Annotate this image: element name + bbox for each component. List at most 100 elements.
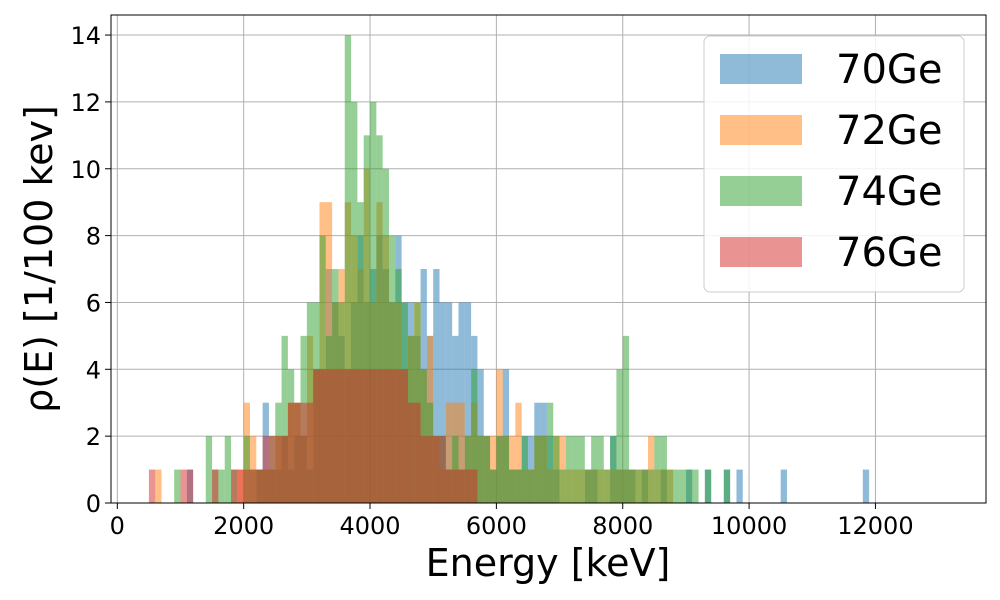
bar-74Ge-8550 (654, 436, 661, 503)
bar-74Ge-8150 (629, 469, 636, 503)
bar-74Ge-6750 (540, 436, 547, 503)
bar-74Ge-8350 (641, 469, 649, 503)
bar-76Ge-5250 (445, 469, 453, 503)
bar-76Ge-3550 (338, 369, 345, 503)
legend-swatch-70Ge (720, 54, 802, 84)
legend: 70Ge 72Ge 74Ge 76Ge (703, 35, 965, 293)
bar-74Ge-1750 (224, 436, 232, 503)
bar-76Ge-4950 (426, 436, 434, 503)
bar-74Ge-9050 (685, 469, 693, 503)
bar-74Ge-4250 (382, 168, 389, 503)
bar-74Ge-6450 (521, 436, 528, 503)
y-axis-ticks: 0 2 4 6 8 10 12 14 (70, 22, 111, 518)
x-axis-ticks: 0 2000 4000 6000 8000 10000 12000 (110, 503, 914, 540)
x-tick-label-2: 4000 (339, 512, 400, 540)
bar-76Ge-5650 (471, 469, 478, 503)
bar-74Ge-8750 (666, 469, 674, 503)
y-tick-label-7: 14 (70, 22, 101, 50)
bar-76Ge-1550 (212, 469, 219, 503)
y-tick-label-3: 6 (86, 289, 101, 317)
y-tick-label-2: 4 (86, 356, 101, 384)
bar-74Ge-8050 (622, 335, 630, 503)
bar-74Ge-3750 (351, 101, 358, 503)
x-tick-label-5: 10000 (711, 512, 787, 540)
bar-74Ge-6550 (527, 469, 535, 503)
y-tick-label-5: 10 (70, 156, 101, 184)
bar-76Ge-3650 (344, 369, 352, 503)
x-tick-label-6: 12000 (837, 512, 913, 540)
bar-74Ge-7550 (591, 436, 598, 503)
bar-74Ge-1450 (205, 436, 213, 503)
bar-74Ge-3950 (363, 135, 371, 503)
y-tick-label-0: 0 (86, 490, 101, 518)
histogram-bars (148, 35, 870, 504)
x-axis-label: Energy [keV] (426, 541, 671, 585)
bar-74Ge-7050 (559, 469, 566, 503)
bar-74Ge-6950 (553, 436, 560, 503)
bar-74Ge-7650 (597, 436, 604, 503)
bar-76Ge-5550 (464, 469, 472, 503)
bar-74Ge-6650 (534, 436, 541, 503)
bar-76Ge-4550 (401, 369, 408, 503)
bar-74Ge-7450 (584, 469, 592, 503)
bar-74Ge-7350 (578, 436, 585, 503)
bar-70Ge-9850 (736, 469, 743, 503)
bar-76Ge-1950 (237, 469, 244, 503)
bar-74Ge-8250 (635, 469, 642, 503)
bar-74Ge-6850 (546, 402, 554, 503)
bar-76Ge-1050 (180, 469, 187, 503)
legend-swatch-72Ge (720, 115, 802, 145)
bar-74Ge-5750 (477, 436, 484, 503)
y-tick-label-4: 8 (86, 223, 101, 251)
bar-74Ge-5650 (471, 369, 478, 503)
bar-74Ge-6350 (515, 469, 522, 503)
bar-74Ge-1650 (218, 469, 225, 503)
bar-76Ge-2950 (300, 402, 307, 503)
bar-74Ge-9650 (723, 469, 731, 503)
y-tick-label-6: 12 (70, 89, 101, 117)
bar-74Ge-8850 (673, 469, 680, 503)
bar-74Ge-4050 (370, 101, 377, 503)
bar-76Ge-3150 (313, 369, 320, 503)
bar-76Ge-2450 (268, 436, 276, 503)
y-axis-label: ρ(E) [1/100 kev] (17, 105, 61, 413)
bar-76Ge-5350 (452, 469, 459, 503)
bar-76Ge-2250 (256, 469, 263, 503)
bar-74Ge-7250 (572, 436, 579, 503)
x-tick-label-1: 2000 (213, 512, 274, 540)
bar-76Ge-4150 (376, 369, 383, 503)
bar-76Ge-5150 (439, 436, 446, 503)
bar-76Ge-2650 (281, 436, 288, 503)
legend-label-76Ge: 76Ge (836, 230, 943, 276)
bar-76Ge-2550 (275, 436, 282, 503)
bar-72Ge-650 (155, 469, 162, 503)
bar-76Ge-2050 (243, 469, 250, 503)
bar-76Ge-4650 (407, 402, 415, 503)
bar-70Ge-10550 (780, 469, 787, 503)
bar-72Ge-6350 (515, 402, 522, 503)
bar-74Ge-8450 (648, 469, 655, 503)
bar-74Ge-7850 (610, 436, 617, 503)
legend-swatch-74Ge (720, 176, 802, 206)
bar-76Ge-1850 (231, 469, 238, 503)
bar-76Ge-1150 (186, 469, 194, 503)
bar-76Ge-2850 (294, 402, 301, 503)
bar-76Ge-3250 (319, 369, 326, 503)
bar-76Ge-4350 (388, 369, 396, 503)
bar-74Ge-6050 (496, 436, 503, 503)
bar-74Ge-6150 (502, 436, 510, 503)
bar-70Ge-5050 (433, 269, 440, 503)
legend-label-70Ge: 70Ge (836, 47, 943, 93)
bar-74Ge-7150 (565, 436, 573, 503)
bar-74Ge-8950 (679, 469, 686, 503)
bar-76Ge-3350 (325, 369, 333, 503)
bar-76Ge-3950 (363, 369, 371, 503)
bar-76Ge-5450 (458, 469, 465, 503)
bar-76Ge-3850 (357, 369, 364, 503)
legend-label-72Ge: 72Ge (836, 108, 943, 154)
bar-74Ge-5850 (483, 436, 491, 503)
x-tick-label-4: 8000 (592, 512, 653, 540)
bar-74Ge-7950 (616, 369, 623, 503)
legend-label-74Ge: 74Ge (836, 169, 943, 215)
